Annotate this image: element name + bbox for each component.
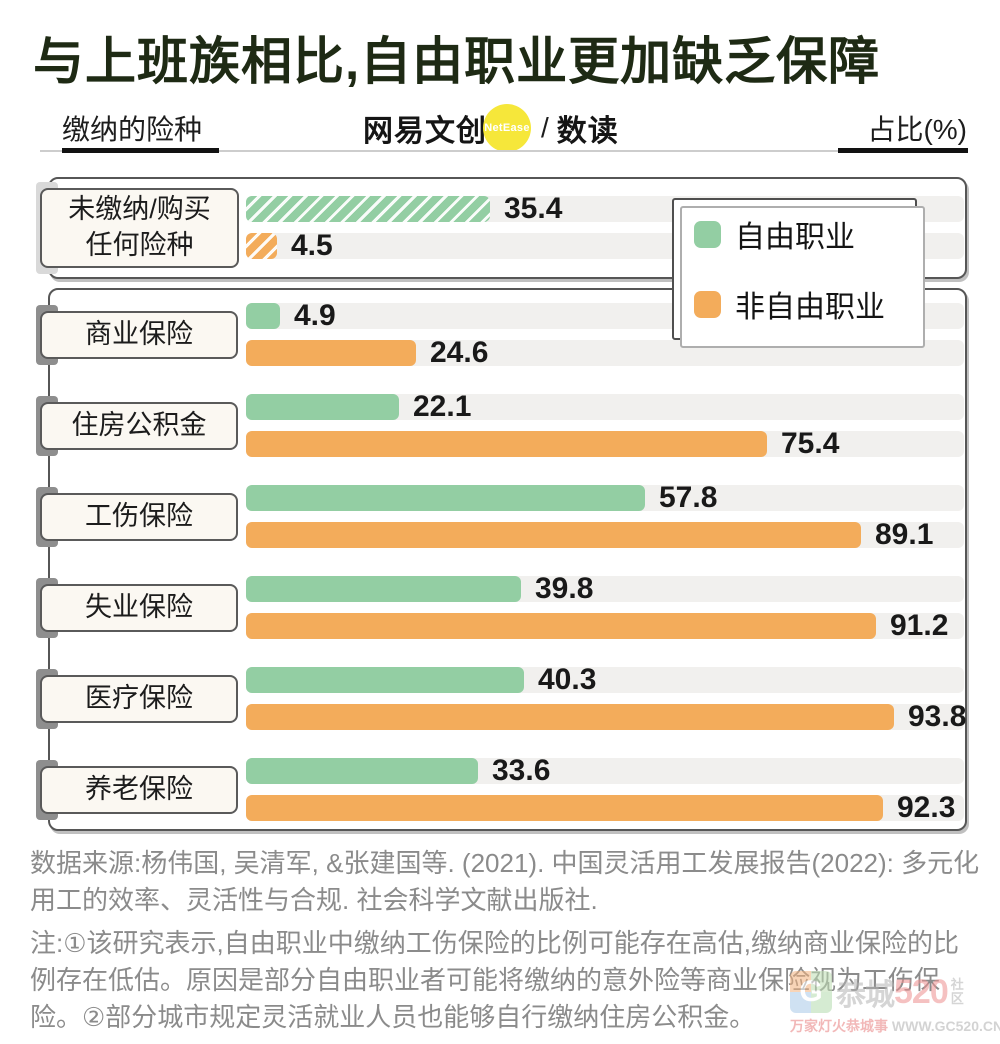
bar-value-label: 24.6 [430,336,489,369]
category-row: 住房公积金 22.1 75.4 [36,390,965,460]
watermark-number: 520 [894,972,949,1011]
bar [246,704,894,730]
legend-item-freelance: 自由职业 [694,212,915,256]
publisher-name: 网易文创 [363,115,487,148]
axis-label-categories: 缴纳的险种 [62,114,203,145]
bar-value-label: 91.2 [890,609,949,642]
category-row: 失业保险 39.8 91.2 [36,572,965,642]
bar [246,576,521,602]
bar-value-label: 93.8 [908,700,967,733]
watermark-side-text: 社区 [950,976,964,1006]
bar [246,233,277,259]
category-label-line: 任何险种 [85,229,194,260]
netease-badge-icon: NetEase [483,104,531,152]
header-divider-accent-right [838,148,968,153]
bar-value-label: 75.4 [781,427,840,460]
legend-item-non-freelance: 非自由职业 [694,282,915,326]
bar-value-label: 22.1 [413,390,472,423]
category-row: 医疗保险 40.3 93.8 [36,663,966,733]
category-row: 工伤保险 57.8 89.1 [36,481,965,551]
bar-value-label: 40.3 [538,663,597,696]
watermark-brand: 恭城 [836,979,895,1012]
brand-separator: / [541,112,549,143]
category-label-box: 商业保险 [40,310,238,359]
watermark-url: WWW.GC520.CN [891,1018,1000,1034]
bar-track: 91.2 [246,609,964,642]
bar [246,196,490,222]
site-watermark: G 恭城 520 社区 万家灯火恭城事 WWW.GC520.CN [790,970,1000,1036]
data-source-text: 数据来源:杨伟国, 吴清军, &张建国等. (2021). 中国灵活用工发展报告… [30,848,980,915]
chart-panel-insurance-types: 商业保险 4.9 24.6 住房公积金 22.1 75.4 工伤保险 57.8 89.1 失业保险… [36,288,967,831]
header-divider-accent-left [62,148,219,153]
category-label-line: 未缴纳/购买 [68,194,211,225]
publisher-logo: 网易文创 NetEase / 数读 [363,104,619,152]
bar-track: 39.8 [246,572,964,605]
watermark-logo-icon: G [790,971,832,1013]
page-title: 与上班族相比,自由职业更加缺乏保障 [33,33,881,90]
category-label-box: 未缴纳/购买 任何险种 [40,187,239,268]
bar [246,522,861,548]
chart-legend: 自由职业 非自由职业 [672,198,925,348]
bar-track: 75.4 [246,427,964,460]
legend-label: 自由职业 [735,221,855,254]
bar-track: 93.8 [246,700,966,733]
bar [246,394,399,420]
bar-value-label: 92.3 [897,791,956,824]
category-label-box: 工伤保险 [40,492,238,541]
category-label-box: 住房公积金 [40,401,238,450]
footnote-text: 注:①该研究表示,自由职业中缴纳工伤保险的比例可能存在高估,缴纳商业保险的比例存… [30,928,959,1032]
bar [246,613,876,639]
bar-value-label: 57.8 [659,481,718,514]
axis-label-percentage: 占比(%) [867,114,967,145]
bar [246,795,883,821]
watermark-tagline: 万家灯火恭城事 [790,1018,888,1034]
category-row: 未缴纳/购买 任何险种 35.4 4.5 [36,181,965,274]
bar [246,303,280,329]
category-row: 养老保险 33.6 92.3 [36,754,965,824]
bar-value-label: 89.1 [875,518,934,551]
category-label-box: 医疗保险 [40,674,238,723]
bar [246,431,767,457]
bar-value-label: 33.6 [492,754,551,787]
bar-track: 40.3 [246,663,964,696]
header-divider [40,150,968,152]
bar-track: 92.3 [246,791,964,824]
legend-swatch-green-icon [694,220,721,248]
legend-swatch-orange-icon [694,290,721,318]
publisher-sub-brand: 数读 [556,115,619,148]
bar-track: 35.4 [246,192,964,225]
bar-track: 22.1 [246,390,964,423]
bar-track: 89.1 [246,518,964,551]
bar [246,758,478,784]
bar-track: 57.8 [246,481,964,514]
category-label-box: 失业保险 [40,583,238,632]
bar-value-label: 39.8 [535,572,594,605]
bar-value-label: 4.5 [291,229,333,262]
category-label-box: 养老保险 [40,765,238,814]
bar [246,485,645,511]
bar-value-label: 4.9 [294,299,336,332]
bar-value-label: 35.4 [504,192,563,225]
bar [246,340,416,366]
bar-track: 33.6 [246,754,964,787]
bar [246,667,524,693]
legend-label: 非自由职业 [735,291,885,324]
